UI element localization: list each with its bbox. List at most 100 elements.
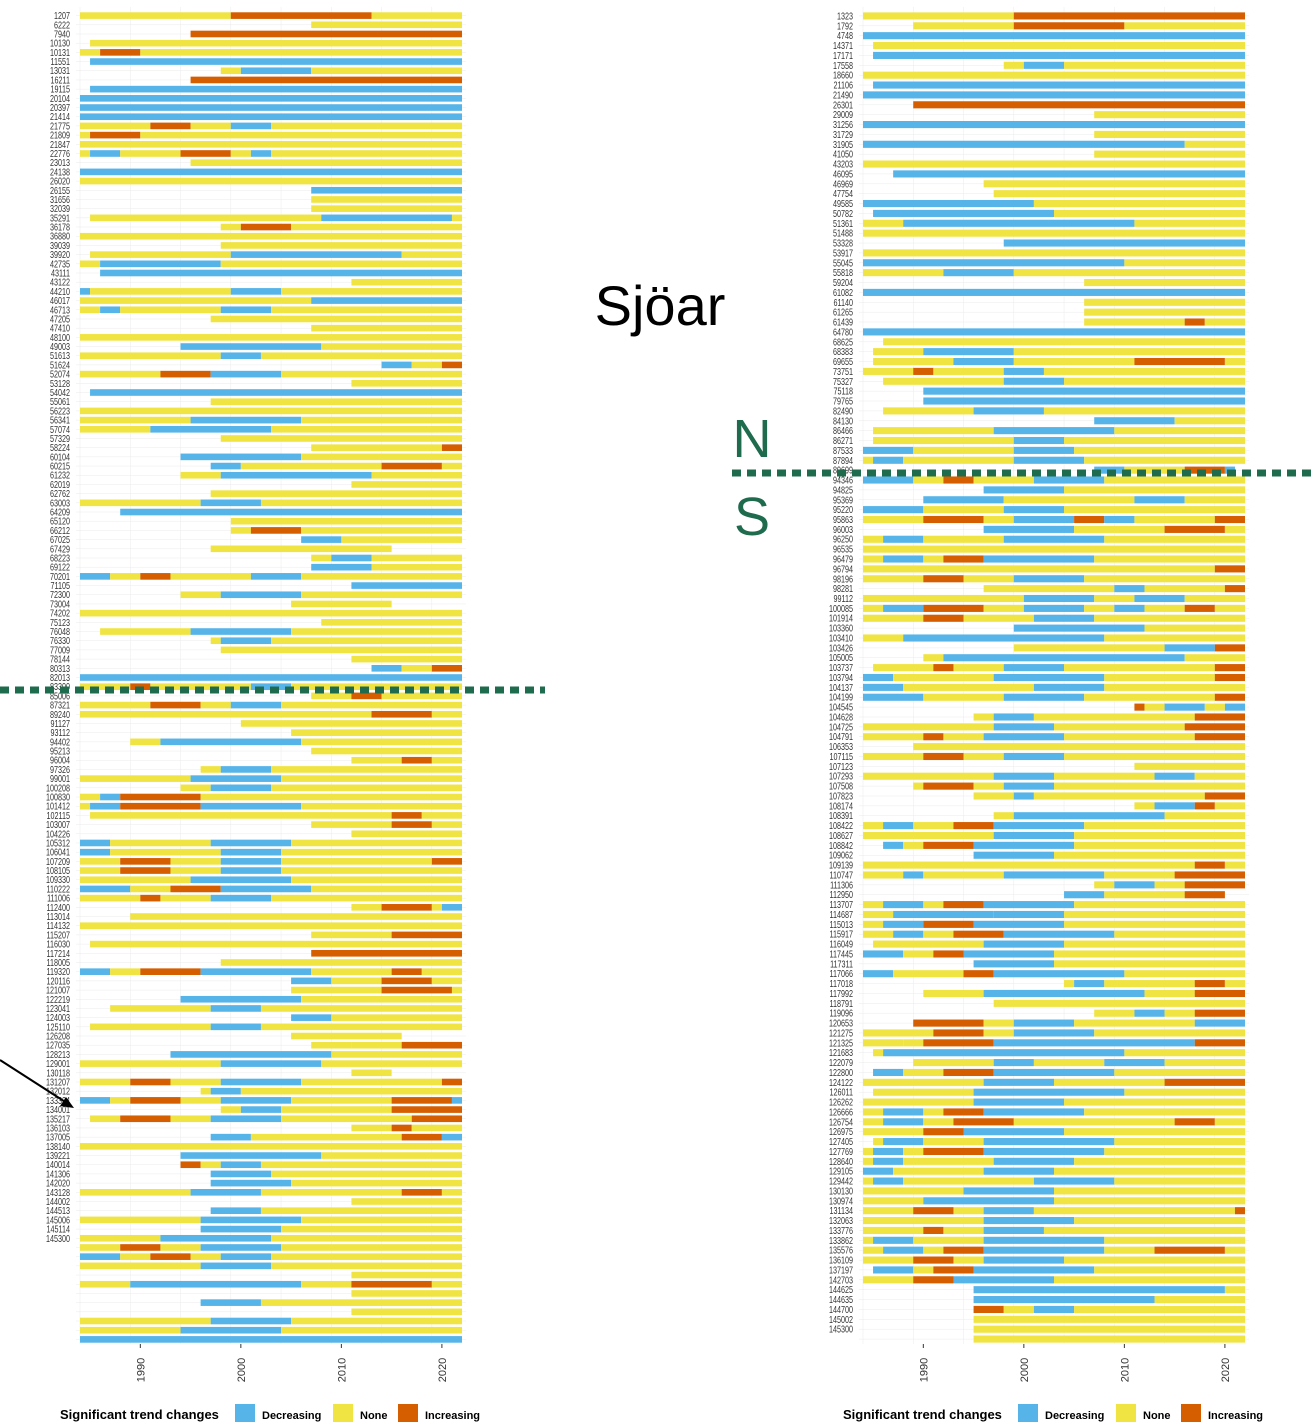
bar-segment	[321, 1152, 462, 1159]
bar-segment	[953, 357, 1014, 366]
chart-panel-right: 1323179247481437117171175581866021106214…	[829, 7, 1249, 1382]
bar-segment	[1013, 456, 1085, 464]
bar-segment	[431, 756, 462, 764]
bar-segment	[863, 1226, 924, 1235]
bar-segment	[281, 288, 462, 295]
y-tick-label: 51361	[833, 218, 853, 229]
bar-segment	[100, 306, 121, 314]
bar-segment	[190, 159, 462, 166]
y-tick-label: 117311	[830, 958, 853, 969]
bar-segment	[451, 1097, 462, 1104]
y-tick-label: 98196	[833, 573, 853, 584]
bar-segment	[271, 784, 462, 792]
bar-segment	[1003, 752, 1065, 761]
bar-segment	[80, 131, 91, 139]
bar-segment	[863, 1276, 914, 1284]
bar-segment	[1214, 604, 1245, 612]
y-tick-label: 26020	[50, 175, 70, 186]
bar-segment	[1094, 1009, 1135, 1017]
bar-segment	[1104, 476, 1245, 484]
y-tick-label: 145006	[46, 1214, 70, 1225]
bar-segment	[281, 370, 462, 378]
bar-segment	[1134, 219, 1245, 227]
bar-segment	[1064, 920, 1245, 928]
bar-segment	[140, 131, 462, 139]
bar-segment	[1074, 841, 1245, 849]
bar-segment	[250, 150, 271, 157]
y-tick-label: 133862	[829, 1235, 853, 1246]
bar-segment	[863, 219, 904, 227]
bar-segment	[170, 573, 251, 580]
bar-segment	[271, 894, 462, 902]
y-tick-label: 108174	[829, 800, 853, 811]
bar-segment	[1013, 515, 1075, 524]
bar-segment	[863, 1246, 884, 1254]
y-tick-label: 21414	[50, 111, 70, 122]
y-tick-label: 122800	[829, 1067, 853, 1078]
bar-segment	[923, 782, 974, 790]
bar-segment	[993, 970, 1125, 978]
y-tick-label: 29009	[833, 109, 853, 120]
bar-segment	[863, 456, 874, 464]
y-tick-label: 53328	[833, 237, 853, 248]
bar-segment	[431, 904, 442, 911]
bar-segment	[1064, 733, 1195, 741]
y-tick-label: 135217	[46, 1113, 70, 1124]
bar-segment	[291, 977, 332, 985]
bar-segment	[1174, 871, 1245, 879]
y-tick-label: 132012	[46, 1086, 70, 1097]
y-tick-label: 94402	[50, 736, 70, 747]
y-tick-label: 16211	[51, 74, 71, 85]
bar-segment	[863, 1108, 884, 1116]
bar-segment	[873, 51, 1245, 59]
bar-segment	[1064, 980, 1075, 988]
bar-segment	[321, 214, 452, 222]
bar-segment	[1064, 486, 1245, 494]
bar-segment	[1094, 1029, 1245, 1037]
y-tick-label: 99001	[50, 773, 70, 784]
bar-segment	[210, 839, 292, 847]
bar-segment	[90, 812, 392, 819]
bar-segment	[351, 380, 462, 387]
bar-segment	[391, 1124, 412, 1132]
y-tick-label: 115207	[47, 929, 71, 940]
bar-segment	[863, 1147, 874, 1156]
y-tick-label: 21809	[50, 129, 70, 140]
bar-segment	[260, 1189, 402, 1196]
y-tick-label: 115013	[830, 919, 854, 930]
bar-segment	[1013, 269, 1245, 277]
bar-segment	[923, 930, 954, 938]
bar-segment	[943, 555, 984, 563]
bar-segment	[1194, 733, 1245, 741]
bar-segment	[863, 930, 894, 938]
bar-segment	[1013, 22, 1125, 30]
y-tick-label: 107123	[829, 761, 853, 772]
bar-segment	[200, 1216, 302, 1224]
y-tick-label: 91127	[51, 718, 71, 729]
bar-segment	[160, 894, 211, 902]
bar-segment	[351, 1271, 462, 1279]
bar-segment	[893, 930, 924, 938]
bar-segment	[863, 555, 884, 563]
y-tick-label: 10131	[50, 47, 70, 58]
bar-segment	[80, 288, 91, 295]
bar-segment	[913, 1256, 954, 1264]
bar-segment	[260, 352, 462, 360]
bar-segment	[351, 1198, 462, 1205]
bar-segment	[863, 120, 1245, 129]
bar-segment	[1084, 575, 1245, 583]
bar-segment	[220, 858, 282, 865]
bar-segment	[1184, 881, 1245, 889]
y-tick-label: 4748	[837, 30, 853, 41]
bar-segment	[401, 251, 462, 258]
y-tick-label: 61439	[833, 316, 853, 327]
bar-segment	[260, 1023, 462, 1031]
y-tick-label: 32039	[50, 203, 70, 214]
y-tick-label: 87894	[833, 455, 853, 466]
bar-segment	[883, 1138, 924, 1146]
bar-segment	[1013, 357, 1135, 366]
y-tick-label: 126011	[830, 1087, 854, 1098]
bar-segment	[80, 894, 141, 902]
bar-segment	[120, 1253, 151, 1260]
bar-segment	[993, 812, 1014, 820]
